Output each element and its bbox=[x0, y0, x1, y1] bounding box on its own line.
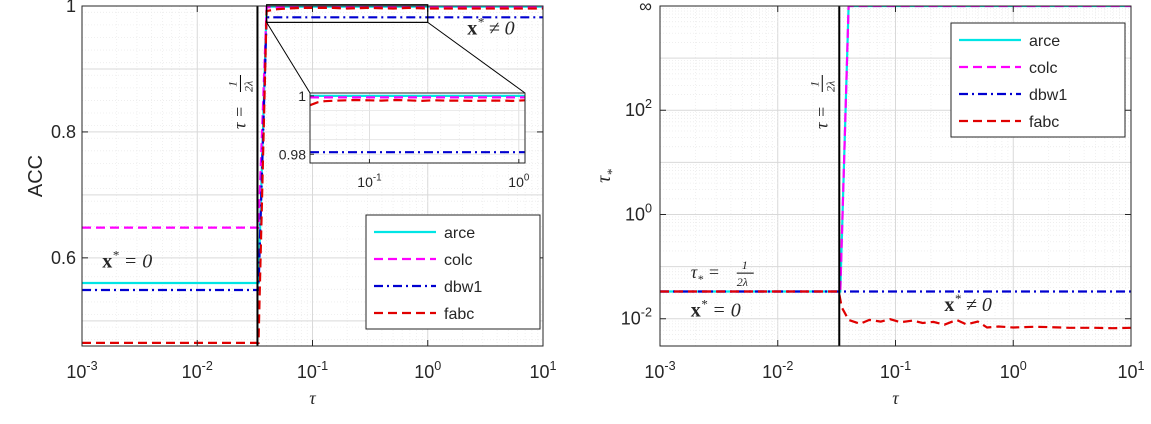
legend-box bbox=[365, 214, 541, 330]
legend-box bbox=[950, 22, 1126, 138]
y-axis-label-wrap: ACC bbox=[25, 155, 47, 197]
x-tick-label: 101 bbox=[1117, 359, 1144, 382]
x-tick-label: 10-2 bbox=[182, 359, 213, 382]
inset: 10-1 100 0.98 1 bbox=[279, 88, 530, 190]
inset-x-tick-label: 10-1 bbox=[357, 173, 381, 190]
threshold-label-num: 1 bbox=[807, 81, 821, 87]
y-axis-label-wrap: τ* bbox=[593, 169, 619, 183]
threshold-label-num: 1 bbox=[225, 81, 239, 87]
x-tick-label: 10-1 bbox=[880, 359, 911, 382]
y-tick-label: 10-2 bbox=[621, 306, 652, 329]
y-axis-label: ACC bbox=[25, 155, 47, 197]
legend-label-arce: arce bbox=[1029, 33, 1060, 50]
inset-series-fabc-line bbox=[310, 98, 525, 107]
legend: arce colc dbw1 fabc bbox=[365, 214, 541, 330]
threshold-label: τ = 1 2λ bbox=[807, 75, 837, 129]
legend-label-colc: colc bbox=[1029, 60, 1057, 77]
x-tick-label: 100 bbox=[1000, 359, 1027, 382]
x-axis-label: τ bbox=[892, 388, 899, 408]
x-tick-label: 10-2 bbox=[762, 359, 793, 382]
inset-box bbox=[309, 92, 526, 164]
threshold-label-den: 2λ bbox=[823, 81, 837, 92]
y-tick-label: ∞ bbox=[639, 0, 652, 16]
x-tick-label: 10-1 bbox=[297, 359, 328, 382]
threshold-label-tau: τ = bbox=[229, 106, 249, 129]
x-tick-label: 101 bbox=[529, 359, 556, 382]
series-group bbox=[660, 6, 1131, 330]
y-tick-label: 102 bbox=[625, 97, 652, 120]
annotation-x-nonzero: x* ≠ 0 bbox=[944, 291, 991, 316]
y-axis-label: τ* bbox=[593, 169, 619, 183]
y-tick-label: 100 bbox=[625, 201, 652, 224]
annotation-x-zero: x* = 0 bbox=[102, 247, 152, 272]
grid bbox=[659, 6, 1131, 347]
annotation-x-nonzero: x* ≠ 0 bbox=[467, 14, 514, 39]
inset-series bbox=[310, 94, 525, 154]
series-fabc-line bbox=[82, 6, 543, 344]
annotation-tau-star-den: 2λ bbox=[737, 275, 748, 289]
annotation-tau-star-num: 1 bbox=[742, 258, 748, 272]
zoom-connector bbox=[266, 22, 311, 94]
series-dbw1-line bbox=[82, 16, 543, 292]
x-tick-label: 10-3 bbox=[644, 359, 675, 382]
x-tick-label: 100 bbox=[414, 359, 441, 382]
series-fabc-line bbox=[660, 290, 1131, 330]
legend-label-fabc: fabc bbox=[1029, 114, 1059, 131]
legend: arce colc dbw1 fabc bbox=[950, 22, 1126, 138]
legend-label-arce: arce bbox=[444, 225, 475, 242]
series-group bbox=[82, 6, 543, 344]
x-axis-label: τ bbox=[309, 388, 316, 408]
annotation-x-zero: x* = 0 bbox=[691, 297, 741, 322]
legend-label-colc: colc bbox=[444, 252, 472, 269]
inset-y-tick-label: 1 bbox=[298, 88, 306, 104]
y-tick-label: 1 bbox=[66, 0, 76, 16]
zoom-connector bbox=[427, 21, 526, 94]
series-colc-line bbox=[82, 6, 543, 229]
threshold-label-tau: τ = bbox=[811, 106, 831, 129]
series-arce-line bbox=[82, 6, 543, 285]
zoom-box bbox=[266, 4, 429, 23]
legend-label-fabc: fabc bbox=[444, 306, 474, 323]
y-tick-label: 0.8 bbox=[51, 122, 76, 142]
inset-x-tick-label: 100 bbox=[508, 173, 530, 190]
y-tick-label: 0.6 bbox=[51, 248, 76, 268]
legend-label-dbw1: dbw1 bbox=[444, 279, 482, 296]
legend-label-dbw1: dbw1 bbox=[1029, 87, 1067, 104]
threshold-label: τ = 1 2λ bbox=[225, 75, 255, 129]
inset-y-tick-label: 0.98 bbox=[279, 146, 306, 162]
x-tick-label: 10-3 bbox=[66, 359, 97, 382]
threshold-label-den: 2λ bbox=[241, 81, 255, 92]
